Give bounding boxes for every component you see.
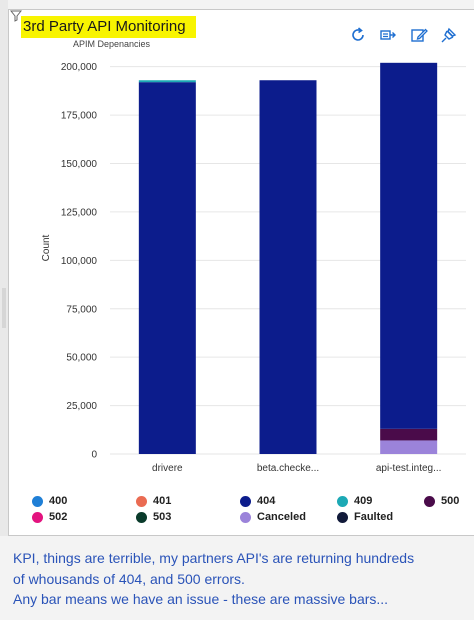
bars (138, 62, 438, 455)
legend-swatch (240, 496, 251, 507)
chart-subtitle: APIM Depenancies (73, 39, 151, 49)
edit-icon[interactable] (410, 26, 428, 44)
y-tick-label: 75,000 (66, 304, 97, 315)
caption-line: of whousands of 404, and 500 errors. (13, 570, 245, 587)
legend-label: 500 (441, 495, 460, 507)
legend-label: Canceled (257, 511, 306, 523)
legend-swatch (136, 512, 147, 523)
legend-label: 400 (49, 495, 68, 507)
legend-swatch (136, 496, 147, 507)
panel-resize-handle[interactable] (2, 288, 6, 328)
caption-line: Any bar means we have an issue - these a… (13, 591, 389, 607)
caption-text: KPI, things are terrible, my partners AP… (13, 548, 468, 610)
export-icon[interactable] (379, 26, 397, 44)
y-tick-label: 200,000 (61, 62, 98, 73)
legend-swatch (337, 512, 348, 523)
x-tick-label: api-test.integ... (376, 463, 442, 474)
legend-label: 502 (49, 511, 68, 523)
y-tick-label: 100,000 (61, 256, 98, 267)
legend-swatch (240, 512, 251, 523)
bar-segment-500[interactable] (380, 428, 438, 441)
y-tick-label: 125,000 (61, 207, 98, 218)
filter-icon[interactable] (10, 10, 22, 22)
left-panel-edge (0, 0, 8, 536)
y-tick-label: 0 (91, 450, 97, 461)
bar-segment-404[interactable] (259, 80, 317, 455)
chart-title: 3rd Party API Monitoring (21, 16, 196, 38)
bar-segment-404[interactable] (380, 62, 438, 429)
pin-icon[interactable] (440, 26, 458, 44)
y-axis-ticks: 0 25,000 50,000 75,000 100,000 125,000 150,000… (61, 62, 98, 460)
y-tick-label: 150,000 (61, 159, 98, 170)
legend-swatch (32, 496, 43, 507)
legend-swatch (424, 496, 435, 507)
legend-label: 404 (257, 495, 276, 507)
caption-line: KPI, things are terrible, my partners AP… (13, 550, 415, 566)
legend-swatch (32, 512, 43, 523)
bar-segment-409[interactable] (138, 80, 196, 83)
bar-segment-404[interactable] (138, 82, 196, 455)
y-tick-label: 175,000 (61, 111, 98, 122)
x-tick-label: drivere (152, 463, 183, 474)
bar-segment-canceled[interactable] (380, 440, 438, 454)
x-axis-ticks: drivere beta.checke... api-test.integ... (152, 463, 441, 474)
legend-label: 409 (354, 495, 373, 507)
legend-label: 401 (153, 495, 172, 507)
refresh-icon[interactable] (349, 26, 367, 44)
bar-chart: 0 25,000 50,000 75,000 100,000 125,000 150,000… (41, 62, 466, 474)
x-tick-label: beta.checke... (257, 463, 319, 474)
y-axis-label: Count (41, 234, 52, 261)
legend-swatch (337, 496, 348, 507)
y-tick-label: 25,000 (66, 401, 97, 412)
legend-label: 503 (153, 511, 172, 523)
legend-label: Faulted (354, 511, 394, 523)
y-tick-label: 50,000 (66, 353, 97, 364)
